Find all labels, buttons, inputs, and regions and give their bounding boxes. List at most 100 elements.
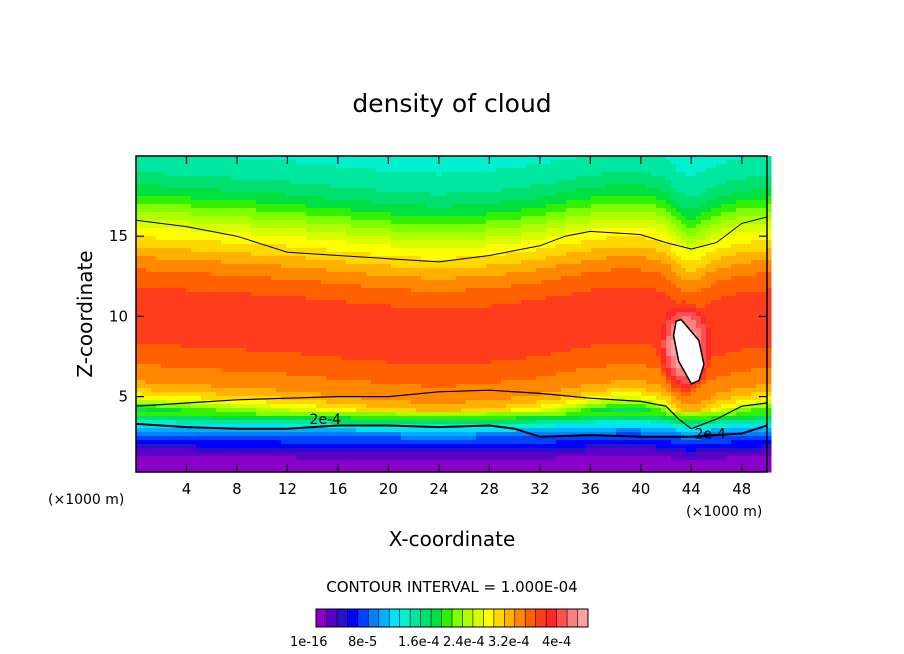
heatmap-cell	[331, 296, 337, 301]
heatmap-cell	[671, 160, 677, 165]
heatmap-cell	[561, 208, 567, 213]
heatmap-cell	[256, 204, 262, 209]
heatmap-cell	[401, 276, 407, 281]
heatmap-cell	[626, 220, 632, 225]
heatmap-cell	[426, 220, 432, 225]
heatmap-cell	[301, 284, 307, 289]
heatmap-cell	[621, 304, 627, 309]
heatmap-cell	[656, 280, 662, 285]
heatmap-cell	[581, 224, 587, 229]
heatmap-cell	[466, 240, 472, 245]
heatmap-cell	[516, 220, 522, 225]
heatmap-cell	[441, 192, 447, 197]
heatmap-cell	[146, 236, 152, 241]
heatmap-cell	[696, 168, 702, 173]
heatmap-cell	[451, 200, 457, 205]
heatmap-cell	[636, 308, 642, 313]
heatmap-cell	[531, 240, 537, 245]
heatmap-cell	[731, 308, 737, 313]
heatmap-cell	[471, 212, 477, 217]
heatmap-cell	[756, 212, 762, 217]
heatmap-cell	[171, 256, 177, 261]
heatmap-cell	[606, 208, 612, 213]
heatmap-cell	[386, 292, 392, 297]
heatmap-cell	[761, 180, 767, 185]
heatmap-cell	[431, 296, 437, 301]
heatmap-cell	[571, 164, 577, 169]
heatmap-cell	[376, 208, 382, 213]
heatmap-cell	[446, 188, 452, 193]
heatmap-cell	[201, 212, 207, 217]
heatmap-cell	[766, 248, 772, 253]
heatmap-cell	[681, 292, 687, 297]
heatmap-cell	[576, 164, 582, 169]
heatmap-cell	[141, 204, 147, 209]
heatmap-cell	[681, 208, 687, 213]
heatmap-cell	[716, 220, 722, 225]
heatmap-cell	[346, 256, 352, 261]
heatmap-cell	[186, 172, 192, 177]
heatmap-cell	[191, 292, 197, 297]
heatmap-cell	[601, 168, 607, 173]
heatmap-cell	[586, 184, 592, 189]
heatmap-cell	[371, 200, 377, 205]
heatmap-cell	[416, 252, 422, 257]
heatmap-cell	[281, 252, 287, 257]
heatmap-cell	[251, 176, 257, 181]
heatmap-cell	[231, 224, 237, 229]
heatmap-cell	[391, 236, 397, 241]
heatmap-cell	[476, 244, 482, 249]
heatmap-cell	[696, 176, 702, 181]
heatmap-cell	[306, 224, 312, 229]
heatmap-cell	[186, 268, 192, 273]
heatmap-cell	[766, 236, 772, 241]
heatmap-cell	[511, 232, 517, 237]
heatmap-cell	[561, 176, 567, 181]
heatmap-cell	[326, 164, 332, 169]
heatmap-cell	[721, 204, 727, 209]
heatmap-cell	[241, 304, 247, 309]
heatmap-cell	[576, 160, 582, 165]
heatmap-cell	[361, 292, 367, 297]
heatmap-cell	[161, 224, 167, 229]
heatmap-cell	[141, 228, 147, 233]
heatmap-cell	[151, 284, 157, 289]
heatmap-cell	[326, 276, 332, 281]
heatmap-cell	[596, 164, 602, 169]
heatmap-cell	[696, 252, 702, 257]
heatmap-cell	[676, 164, 682, 169]
heatmap-cell	[311, 204, 317, 209]
heatmap-cell	[301, 276, 307, 281]
heatmap-cell	[191, 312, 197, 317]
heatmap-cell	[366, 244, 372, 249]
heatmap-cell	[566, 188, 572, 193]
heatmap-cell	[626, 300, 632, 305]
heatmap-cell	[756, 224, 762, 229]
heatmap-cell	[646, 168, 652, 173]
heatmap-cell	[611, 180, 617, 185]
heatmap-cell	[576, 260, 582, 265]
heatmap-cell	[711, 232, 717, 237]
heatmap-cell	[551, 192, 557, 197]
heatmap-cell	[706, 276, 712, 281]
heatmap-cell	[356, 172, 362, 177]
heatmap-cell	[201, 164, 207, 169]
heatmap-cell	[361, 252, 367, 257]
heatmap-cell	[456, 212, 462, 217]
heatmap-cell	[766, 220, 772, 225]
heatmap-cell	[186, 244, 192, 249]
heatmap-cell	[736, 256, 742, 261]
heatmap-cell	[461, 296, 467, 301]
heatmap-cell	[166, 296, 172, 301]
heatmap-cell	[456, 280, 462, 285]
heatmap-cell	[696, 288, 702, 293]
heatmap-cell	[261, 188, 267, 193]
heatmap-cell	[201, 300, 207, 305]
heatmap-cell	[311, 160, 317, 165]
heatmap-cell	[216, 312, 222, 317]
heatmap-cell	[751, 156, 757, 161]
heatmap-cell	[531, 256, 537, 261]
heatmap-cell	[256, 184, 262, 189]
heatmap-cell	[466, 260, 472, 265]
heatmap-cell	[516, 232, 522, 237]
